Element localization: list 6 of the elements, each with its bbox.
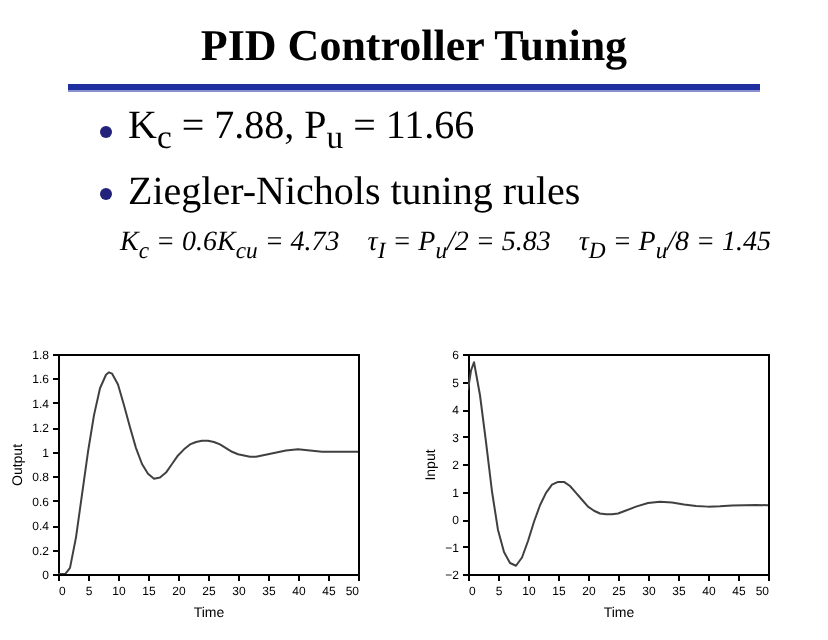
text: PID Controller Tuning	[198, 18, 630, 72]
text: Ziegler-Nichols tuning rules	[128, 170, 581, 216]
text: K$_{c}$ = 7.88, P$_{u}$ = 11.66	[128, 104, 475, 158]
line-series	[58, 371, 358, 574]
line-series	[468, 361, 768, 567]
text: K$_{c}$ = 0.6K$_{cu}$ = 4.73 τ$_{I}$ = P$_{u}$/2 = 5.83 τ$_{D}$ = P$_{u}$/8 = 1.45	[120, 228, 771, 264]
